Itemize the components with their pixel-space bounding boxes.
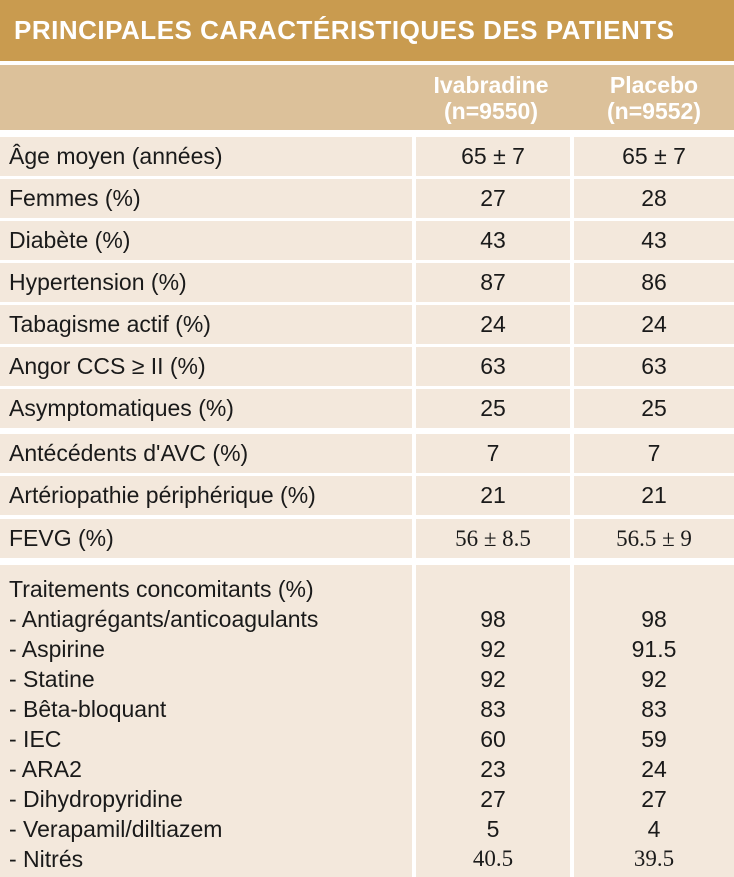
column-header-row: Ivabradine (n=9550) Placebo (n=9552) — [0, 65, 734, 130]
title-bar: PRINCIPALES CARACTÉRISTIQUES DES PATIENT… — [0, 0, 734, 61]
row-label: Âge moyen (années) — [0, 137, 412, 176]
table-row: Angor CCS ≥ II (%) 63 63 — [0, 347, 734, 386]
placebo-value: 63 — [574, 347, 734, 386]
ivabradine-value: 27 — [416, 179, 570, 218]
header-placebo: Placebo (n=9552) — [574, 65, 734, 130]
treatment-label: - Verapamil/diltiazem — [9, 816, 223, 842]
ivabradine-value: 56 ± 8.5 — [416, 519, 570, 558]
treatments-heading: Traitements concomitants (%) — [9, 576, 314, 602]
table-row: Diabète (%) 43 43 — [0, 221, 734, 260]
header-placebo-name: Placebo — [609, 71, 699, 98]
placebo-value: 86 — [574, 263, 734, 302]
ivabradine-value: 27 — [480, 786, 506, 812]
placebo-value: 65 ± 7 — [574, 137, 734, 176]
placebo-value: 39.5 — [633, 846, 675, 871]
ivabradine-value: 43 — [416, 221, 570, 260]
placebo-value: 91.5 — [631, 636, 677, 662]
treatment-label: - IEC — [9, 726, 62, 752]
treatment-labels-column: Traitements concomitants (%) - Antiagrég… — [0, 565, 412, 877]
row-label: FEVG (%) — [0, 519, 412, 558]
concomitant-treatments-block: Traitements concomitants (%) - Antiagrég… — [0, 565, 734, 877]
table-row: FEVG (%) 56 ± 8.5 56.5 ± 9 — [0, 519, 734, 558]
ivabradine-value: 87 — [416, 263, 570, 302]
row-label: Femmes (%) — [0, 179, 412, 218]
ivabradine-value: 24 — [416, 305, 570, 344]
treatment-label: - Antiagrégants/anticoagulants — [9, 606, 319, 632]
row-label: Diabète (%) — [0, 221, 412, 260]
ivabradine-value: 40.5 — [472, 846, 514, 871]
treatment-label: - Dihydropyridine — [9, 786, 183, 812]
placebo-value: 21 — [574, 476, 734, 515]
table-row: Artériopathie périphérique (%) 21 21 — [0, 476, 734, 515]
ivabradine-value: 7 — [416, 434, 570, 473]
row-label: Antécédents d'AVC (%) — [0, 434, 412, 473]
treatment-ivabradine-column: 98 92 92 83 60 23 27 5 40.5 — [416, 565, 570, 877]
ivabradine-value: 83 — [480, 696, 506, 722]
placebo-value: 27 — [641, 786, 667, 812]
row-label: Angor CCS ≥ II (%) — [0, 347, 412, 386]
row-label: Asymptomatiques (%) — [0, 389, 412, 428]
placebo-value: 83 — [641, 696, 667, 722]
treatment-label: - ARA2 — [9, 756, 82, 782]
placebo-value: 24 — [641, 756, 667, 782]
placebo-value: 4 — [647, 816, 661, 842]
table-title: PRINCIPALES CARACTÉRISTIQUES DES PATIENT… — [14, 15, 675, 45]
placebo-value: 92 — [641, 666, 667, 692]
row-label: Tabagisme actif (%) — [0, 305, 412, 344]
ivabradine-value: 25 — [416, 389, 570, 428]
ivabradine-value: 98 — [480, 606, 506, 632]
table-row: Tabagisme actif (%) 24 24 — [0, 305, 734, 344]
table-row: Âge moyen (années) 65 ± 7 65 ± 7 — [0, 137, 734, 176]
table-row: Antécédents d'AVC (%) 7 7 — [0, 434, 734, 473]
ivabradine-value: 5 — [486, 816, 500, 842]
header-placebo-n: (n=9552) — [607, 97, 701, 124]
treatment-label: - Nitrés — [9, 846, 84, 872]
placebo-value: 43 — [574, 221, 734, 260]
header-ivabradine-n: (n=9550) — [444, 97, 538, 124]
placebo-value: 7 — [574, 434, 734, 473]
table-row: Asymptomatiques (%) 25 25 — [0, 389, 734, 428]
header-ivabradine-name: Ivabradine — [433, 71, 549, 98]
placebo-value: 56.5 ± 9 — [574, 519, 734, 558]
treatment-label: - Bêta-bloquant — [9, 696, 167, 722]
placebo-value: 98 — [641, 606, 667, 632]
treatment-label: - Statine — [9, 666, 95, 692]
placebo-value: 24 — [574, 305, 734, 344]
row-label: Hypertension (%) — [0, 263, 412, 302]
treatment-label: - Aspirine — [9, 636, 105, 662]
ivabradine-value: 92 — [480, 636, 506, 662]
row-label: Artériopathie périphérique (%) — [0, 476, 412, 515]
ivabradine-value: 65 ± 7 — [416, 137, 570, 176]
ivabradine-value: 60 — [480, 726, 506, 752]
placebo-value: 25 — [574, 389, 734, 428]
ivabradine-value: 23 — [480, 756, 506, 782]
ivabradine-value: 63 — [416, 347, 570, 386]
ivabradine-value: 92 — [480, 666, 506, 692]
table-row: Hypertension (%) 87 86 — [0, 263, 734, 302]
placebo-value: 59 — [641, 726, 667, 752]
header-ivabradine: Ivabradine (n=9550) — [416, 65, 566, 130]
placebo-value: 28 — [574, 179, 734, 218]
treatment-placebo-column: 98 91.5 92 83 59 24 27 4 39.5 — [574, 565, 734, 877]
table-row: Femmes (%) 27 28 — [0, 179, 734, 218]
ivabradine-value: 21 — [416, 476, 570, 515]
